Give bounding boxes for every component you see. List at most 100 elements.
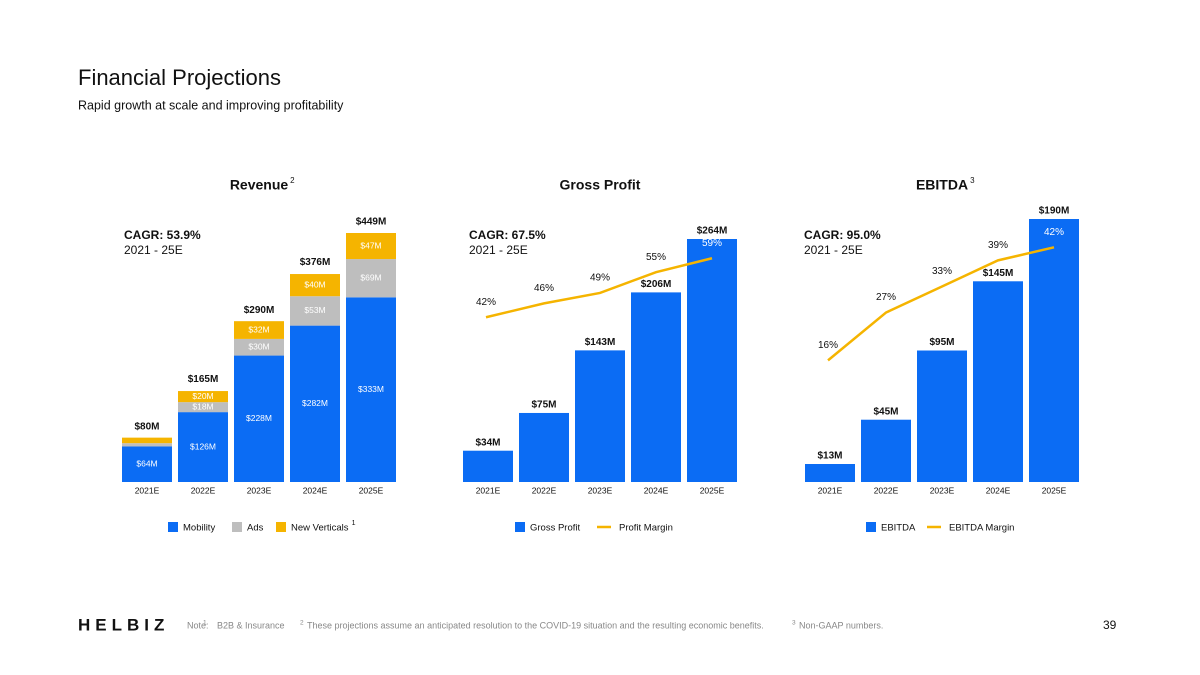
bar-label: $45M: [873, 406, 898, 417]
footnote-text: Non-GAAP numbers.: [799, 620, 883, 630]
bar: [973, 281, 1023, 482]
x-tick-label: 2022E: [532, 485, 557, 495]
cagr: CAGR: 95.0%: [804, 228, 881, 242]
bar-segment: [178, 391, 228, 403]
chart-title: EBITDA: [916, 177, 968, 193]
x-tick-label: 2022E: [191, 485, 216, 495]
bar: [519, 412, 569, 482]
footnote-mark: 1: [203, 620, 207, 627]
margin-label: 42%: [1044, 227, 1064, 238]
footnote-text: These projections assume an anticipated …: [307, 620, 764, 630]
x-tick-label: 2023E: [588, 485, 613, 495]
x-tick-label: 2025E: [1042, 485, 1067, 495]
segment-label: $333M: [358, 384, 384, 394]
total-label: $290M: [244, 305, 275, 316]
segment-label: $228M: [246, 413, 272, 423]
margin-label: 16%: [818, 340, 838, 351]
bar-segment: [346, 233, 396, 260]
legend-label: EBITDA Margin: [949, 523, 1014, 534]
bar-label: $143M: [585, 337, 616, 348]
segment-label: $20M: [192, 391, 213, 401]
bar-label: $75M: [531, 400, 556, 411]
margin-label: 27%: [876, 292, 896, 303]
bar-segment: [178, 412, 228, 482]
bar-label: $145M: [983, 268, 1014, 279]
margin-label: 39%: [988, 240, 1008, 251]
note-label: Note:: [187, 620, 209, 630]
total-label: $165M: [188, 374, 219, 385]
slide-subtitle: Rapid growth at scale and improving prof…: [78, 98, 344, 112]
legend-note: 1: [352, 520, 356, 527]
margin-label: 59%: [702, 238, 722, 249]
cagr-period: 2021 - 25E: [124, 243, 183, 257]
margin-label: 42%: [476, 297, 496, 308]
logo: HELBIZ: [78, 615, 169, 634]
bar-label: $206M: [641, 279, 672, 290]
bar: [861, 419, 911, 482]
footnote-mark: 3: [792, 620, 796, 627]
bar-segment: [234, 355, 284, 482]
bar-segment: [122, 446, 172, 482]
segment-label: $18M: [192, 401, 213, 411]
segment-label: $69M: [360, 272, 381, 282]
legend-swatch: [866, 522, 876, 532]
segment-label: $126M: [190, 441, 216, 451]
footnote-mark: 2: [300, 620, 304, 627]
x-tick-label: 2025E: [700, 485, 725, 495]
title-note: 2: [290, 176, 295, 185]
bar: [687, 239, 737, 482]
bar-segment: [290, 296, 340, 326]
bar-label: $13M: [817, 451, 842, 462]
segment-label: $64M: [136, 459, 157, 469]
margin-label: 46%: [534, 283, 554, 294]
bar-segment: [122, 443, 172, 447]
bar: [575, 350, 625, 482]
bar-segment: [290, 325, 340, 482]
x-tick-label: 2023E: [247, 485, 272, 495]
cagr: CAGR: 53.9%: [124, 228, 201, 242]
legend-swatch: [515, 522, 525, 532]
x-tick-label: 2021E: [476, 485, 501, 495]
legend-label: New Verticals: [291, 523, 349, 534]
legend-label: Mobility: [183, 523, 215, 534]
segment-label: $32M: [248, 324, 269, 334]
total-label: $376M: [300, 257, 331, 268]
legend-swatch: [276, 522, 286, 532]
cagr-period: 2021 - 25E: [804, 243, 863, 257]
bar-segment: [290, 274, 340, 297]
segment-label: $53M: [304, 305, 325, 315]
footnote-text: B2B & Insurance: [217, 620, 285, 630]
total-label: $449M: [356, 217, 387, 228]
x-tick-label: 2024E: [986, 485, 1011, 495]
bar-segment: [234, 321, 284, 339]
bar: [463, 450, 513, 482]
bar-segment: [122, 437, 172, 444]
margin-label: 33%: [932, 266, 952, 277]
x-tick-label: 2021E: [135, 485, 160, 495]
legend-label: EBITDA: [881, 523, 916, 534]
margin-label: 49%: [590, 273, 610, 284]
bar-segment: [346, 259, 396, 298]
x-tick-label: 2023E: [930, 485, 955, 495]
x-tick-label: 2022E: [874, 485, 899, 495]
x-tick-label: 2024E: [303, 485, 328, 495]
legend-label: Ads: [247, 523, 264, 534]
cagr: CAGR: 67.5%: [469, 228, 546, 242]
x-tick-label: 2024E: [644, 485, 669, 495]
margin-label: 55%: [646, 252, 666, 263]
segment-label: $47M: [360, 240, 381, 250]
legend-label: Profit Margin: [619, 523, 673, 534]
bar-label: $95M: [929, 337, 954, 348]
total-label: $80M: [134, 421, 159, 432]
bar: [917, 350, 967, 482]
legend-swatch: [168, 522, 178, 532]
segment-label: $30M: [248, 341, 269, 351]
segment-label: $40M: [304, 279, 325, 289]
bar-label: $264M: [697, 226, 728, 237]
x-tick-label: 2021E: [818, 485, 843, 495]
bar-label: $190M: [1039, 206, 1070, 217]
legend-label: Gross Profit: [530, 523, 581, 534]
segment-label: $282M: [302, 398, 328, 408]
margin-line: [485, 257, 713, 319]
